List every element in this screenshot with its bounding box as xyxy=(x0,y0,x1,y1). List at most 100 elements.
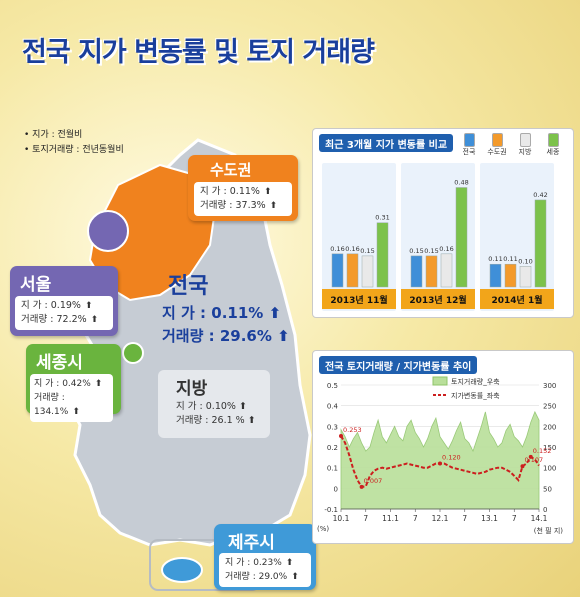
price-point xyxy=(359,484,364,489)
sejong-box: 세종시 지 가 : 0.42% ⬆ 거래량 : 134.1% ⬆ xyxy=(26,344,121,422)
y-right-tick-label: 150 xyxy=(543,444,556,452)
x-tick-label: 12.1 xyxy=(432,514,449,523)
bar-legend: 전국 수도권 지방 세종 xyxy=(455,133,571,159)
up-arrow-icon: ⬆ xyxy=(247,415,256,426)
jeju-box: 제주시 지 가 : 0.23% ⬆ 거래량 : 29.0% ⬆ xyxy=(214,524,316,590)
bar xyxy=(346,253,359,288)
price-annotation: 0.152 xyxy=(533,447,552,455)
up-arrow-icon: ⬆ xyxy=(94,379,103,389)
y-left-tick-label: 0.2 xyxy=(327,444,338,452)
volume-area xyxy=(340,410,540,510)
legend-label-price: 지가변동률_좌축 xyxy=(451,391,500,400)
price-annotation: 0.253 xyxy=(343,426,362,434)
up-arrow-icon: ⬆ xyxy=(268,304,282,322)
jeju-values: 지 가 : 0.23% ⬆ 거래량 : 29.0% ⬆ xyxy=(219,553,311,587)
national-block: 전국 지 가 : 0.11% ⬆ 거래량 : 29.6% ⬆ xyxy=(162,268,290,346)
seoul-marker xyxy=(87,210,129,252)
bar xyxy=(376,222,389,288)
bar-value-label: 0.10 xyxy=(518,257,532,265)
sejong-name: 세종시 xyxy=(36,353,83,373)
bar xyxy=(410,255,423,288)
category-label: 2013년 11월 xyxy=(330,294,387,306)
y-right-tick-label: 100 xyxy=(543,465,556,473)
bar xyxy=(504,263,517,288)
y-left-tick-label: 0.4 xyxy=(327,403,339,411)
legend-label: 지방 xyxy=(518,148,532,156)
y-right-tick-label: 50 xyxy=(543,485,552,493)
price-point xyxy=(339,434,343,439)
seoul-values: 지 가 : 0.19% ⬆ 거래량 : 72.2% ⬆ xyxy=(15,296,113,330)
x-unit: (천 필 지) xyxy=(534,526,564,535)
capital-area-name: 수도권 xyxy=(210,161,252,179)
category-band xyxy=(480,289,554,309)
bar xyxy=(331,253,344,288)
bar-value-label: 0.16 xyxy=(345,245,359,253)
bar-chart-title: 최근 3개월 지가 변동률 비교 xyxy=(319,134,454,152)
y-right-tick-label: 250 xyxy=(543,403,556,411)
bar-legend-item: 지방 xyxy=(511,133,539,157)
line-chart: 0.5 0.4 0.3 0.2 0.1 0 -0.1 300 250 200 150 100 50 0 0.… xyxy=(317,376,564,535)
bar xyxy=(361,255,374,288)
x-tick-label: 7 xyxy=(512,514,517,523)
bar xyxy=(519,266,532,288)
legend-swatch xyxy=(519,133,531,147)
price-point xyxy=(528,454,533,459)
note-volume: 토지거래량 : 전년동월비 xyxy=(24,143,124,158)
y-left-tick-label: 0.3 xyxy=(327,423,338,431)
bar-value-label: 0.15 xyxy=(424,247,438,255)
category-band xyxy=(322,289,396,309)
y-right-tick-label: 300 xyxy=(543,382,556,390)
category-band xyxy=(401,289,475,309)
bar-legend-item: 전국 xyxy=(455,133,483,157)
sejong-marker xyxy=(122,342,144,364)
bar-value-label: 0.16 xyxy=(330,245,344,253)
seoul-box: 서울 지 가 : 0.19% ⬆ 거래량 : 72.2% ⬆ xyxy=(10,266,118,336)
bar xyxy=(455,187,468,288)
bar-value-label: 0.11 xyxy=(503,255,517,263)
legend-label-volume: 토지거래량_우축 xyxy=(451,377,500,386)
price-point xyxy=(520,464,525,469)
line-chart-title: 전국 토지거래량 / 지가변동률 추이 xyxy=(319,356,478,374)
legend-swatch xyxy=(491,133,503,147)
up-arrow-icon: ⬆ xyxy=(238,401,247,412)
up-arrow-icon: ⬆ xyxy=(84,301,93,311)
up-arrow-icon: ⬆ xyxy=(277,327,290,345)
up-arrow-icon: ⬆ xyxy=(291,572,299,582)
price-annotation: 0.107 xyxy=(525,456,544,464)
bar xyxy=(534,199,547,288)
legend-label: 전국 xyxy=(462,148,476,156)
legend-swatch xyxy=(463,133,475,147)
x-tick-label: 11.1 xyxy=(382,514,399,523)
y-left-tick-label: 0.5 xyxy=(327,382,338,390)
note-price: 지가 : 전월비 xyxy=(24,128,124,143)
page-title: 전국 지가 변동률 및 토지 거래량 xyxy=(22,37,375,68)
category-label: 2013년 12월 xyxy=(409,294,466,306)
national-name: 전국 xyxy=(168,274,209,299)
price-annotation: 0.120 xyxy=(442,454,461,462)
up-arrow-icon: ⬆ xyxy=(263,187,272,197)
y-left-tick-label: 0.1 xyxy=(327,465,338,473)
capital-area-values: 지 가 : 0.11% ⬆ 거래량 : 37.3% ⬆ xyxy=(194,182,292,216)
legend-swatch xyxy=(547,133,559,147)
sejong-values: 지 가 : 0.42% ⬆ 거래량 : 134.1% ⬆ xyxy=(30,374,113,422)
bar xyxy=(440,253,453,288)
up-arrow-icon: ⬆ xyxy=(90,315,99,325)
x-tick-label: 7 xyxy=(363,514,368,523)
price-point xyxy=(438,461,442,466)
bar-value-label: 0.16 xyxy=(439,245,453,253)
legend-label: 세종 xyxy=(546,148,560,156)
bar-legend-item: 수도권 xyxy=(483,133,511,157)
jibang-name: 지방 xyxy=(176,379,208,399)
category-label: 2014년 1월 xyxy=(491,294,542,306)
x-tick-label: 7 xyxy=(462,514,467,523)
bar-value-label: 0.15 xyxy=(360,247,374,255)
bar-value-label: 0.15 xyxy=(409,247,423,255)
legend-swatch-volume xyxy=(432,376,448,386)
y-right-tick-label: 0 xyxy=(543,506,547,514)
bar-legend-item: 세종 xyxy=(539,133,567,157)
bar-value-label: 0.31 xyxy=(375,214,389,222)
bar-value-label: 0.42 xyxy=(533,191,547,199)
jeju-name: 제주시 xyxy=(228,533,275,553)
